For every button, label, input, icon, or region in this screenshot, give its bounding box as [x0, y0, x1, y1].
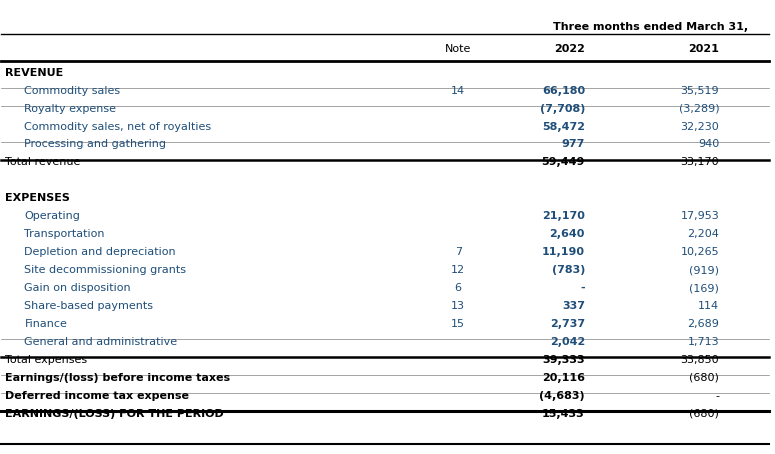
- Text: 59,449: 59,449: [542, 158, 585, 168]
- Text: REVENUE: REVENUE: [5, 68, 64, 78]
- Text: (3,289): (3,289): [679, 104, 719, 114]
- Text: 17,953: 17,953: [680, 211, 719, 221]
- Text: 15: 15: [451, 319, 465, 329]
- Text: 977: 977: [562, 139, 585, 149]
- Text: (7,708): (7,708): [539, 104, 585, 114]
- Text: 7: 7: [455, 247, 462, 257]
- Text: (169): (169): [690, 283, 719, 293]
- Text: 14: 14: [451, 86, 465, 96]
- Text: 2,737: 2,737: [549, 319, 585, 329]
- Text: 39,333: 39,333: [542, 355, 585, 365]
- Text: 13: 13: [451, 301, 465, 311]
- Text: 10,265: 10,265: [680, 247, 719, 257]
- Text: Operating: Operating: [25, 211, 81, 221]
- Text: Finance: Finance: [25, 319, 67, 329]
- Text: Earnings/(loss) before income taxes: Earnings/(loss) before income taxes: [5, 373, 230, 383]
- Text: 2021: 2021: [688, 44, 719, 54]
- Text: (919): (919): [689, 265, 719, 275]
- Text: Gain on disposition: Gain on disposition: [25, 283, 131, 293]
- Text: 2,689: 2,689: [687, 319, 719, 329]
- Text: Total revenue: Total revenue: [5, 158, 81, 168]
- Text: (680): (680): [690, 373, 719, 383]
- Text: 15,433: 15,433: [542, 409, 585, 419]
- Text: (4,683): (4,683): [539, 390, 585, 401]
- Text: Deferred income tax expense: Deferred income tax expense: [5, 390, 189, 401]
- Text: 12: 12: [451, 265, 465, 275]
- Text: Share-based payments: Share-based payments: [25, 301, 153, 311]
- Text: 114: 114: [698, 301, 719, 311]
- Text: (783): (783): [552, 265, 585, 275]
- Text: (680): (680): [690, 409, 719, 419]
- Text: 337: 337: [562, 301, 585, 311]
- Text: 1,713: 1,713: [687, 337, 719, 347]
- Text: 2,640: 2,640: [549, 229, 585, 239]
- Text: Royalty expense: Royalty expense: [25, 104, 116, 114]
- Text: 940: 940: [698, 139, 719, 149]
- Text: 2022: 2022: [554, 44, 585, 54]
- Text: 66,180: 66,180: [542, 86, 585, 96]
- Text: 33,170: 33,170: [680, 158, 719, 168]
- Text: Site decommissioning grants: Site decommissioning grants: [25, 265, 187, 275]
- Text: Three months ended March 31,: Three months ended March 31,: [553, 22, 748, 32]
- Text: 21,170: 21,170: [542, 211, 585, 221]
- Text: 35,519: 35,519: [680, 86, 719, 96]
- Text: -: -: [715, 390, 719, 401]
- Text: Processing and gathering: Processing and gathering: [25, 139, 167, 149]
- Text: 11,190: 11,190: [542, 247, 585, 257]
- Text: Total expenses: Total expenses: [5, 355, 88, 365]
- Text: Commodity sales: Commodity sales: [25, 86, 121, 96]
- Text: 20,116: 20,116: [542, 373, 585, 383]
- Text: Depletion and depreciation: Depletion and depreciation: [25, 247, 176, 257]
- Text: 32,230: 32,230: [680, 122, 719, 132]
- Text: EXPENSES: EXPENSES: [5, 193, 70, 203]
- Text: 6: 6: [455, 283, 462, 293]
- Text: Commodity sales, net of royalties: Commodity sales, net of royalties: [25, 122, 212, 132]
- Text: 33,850: 33,850: [680, 355, 719, 365]
- Text: 2,042: 2,042: [549, 337, 585, 347]
- Text: 58,472: 58,472: [542, 122, 585, 132]
- Text: General and administrative: General and administrative: [25, 337, 177, 347]
- Text: -: -: [580, 283, 585, 293]
- Text: EARNINGS/(LOSS) FOR THE PERIOD: EARNINGS/(LOSS) FOR THE PERIOD: [5, 409, 224, 419]
- Text: 2,204: 2,204: [687, 229, 719, 239]
- Text: Transportation: Transportation: [25, 229, 105, 239]
- Text: Note: Note: [445, 44, 471, 54]
